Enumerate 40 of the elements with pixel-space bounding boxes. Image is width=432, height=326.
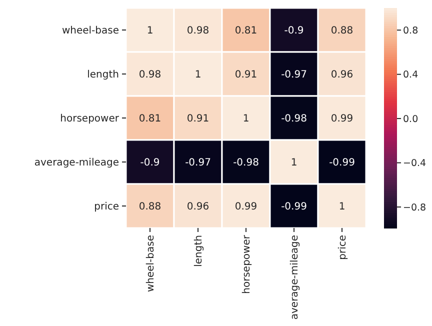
data-label: 0.96	[330, 70, 354, 80]
x-tick-label: average-mileage	[290, 235, 300, 320]
color-bar-label: 0.8	[403, 25, 418, 36]
y-tick-label: wheel-base	[62, 26, 119, 36]
data-label: 1	[194, 70, 202, 80]
y-tick-label: price	[94, 202, 119, 212]
data-label: 0.88	[138, 202, 162, 212]
color-bar-label: −0.4	[403, 158, 426, 170]
data-label: 1	[338, 202, 346, 212]
data-label: -0.9	[284, 26, 304, 36]
data-label: -0.98	[233, 158, 259, 168]
data-label: 0.81	[234, 26, 258, 36]
x-tick-label: horsepower	[242, 234, 252, 294]
y-tick-label: horsepower	[60, 114, 120, 124]
data-label: -0.9	[140, 158, 160, 168]
x-tick-label: price	[338, 235, 348, 260]
data-label: 0.88	[330, 26, 354, 36]
color-bar-label: −0.8	[403, 202, 426, 214]
x-tick-label: wheel-base	[146, 235, 156, 292]
x-tick-label: length	[194, 235, 204, 267]
data-label: -0.98	[281, 114, 307, 124]
data-label: 0.98	[186, 26, 210, 36]
data-label: 0.96	[186, 202, 210, 212]
data-label: 0.98	[138, 70, 162, 80]
color-bar-label: 0.4	[403, 70, 418, 81]
data-label: 0.91	[186, 114, 210, 124]
color-bar-label: 0.0	[403, 114, 418, 125]
y-tick-label: length	[87, 70, 119, 80]
data-label: 1	[242, 114, 250, 124]
data-label: 1	[290, 158, 298, 168]
data-label: 1	[146, 26, 154, 36]
data-label: 0.91	[234, 70, 258, 80]
data-label: 0.81	[138, 114, 162, 124]
data-label: -0.99	[329, 158, 355, 168]
data-label: 0.99	[234, 202, 258, 212]
data-label: 0.99	[330, 114, 354, 124]
data-label: -0.99	[281, 202, 307, 212]
y-tick-label: average-mileage	[34, 158, 119, 168]
data-label: -0.97	[185, 158, 211, 168]
data-label: -0.97	[281, 70, 307, 80]
